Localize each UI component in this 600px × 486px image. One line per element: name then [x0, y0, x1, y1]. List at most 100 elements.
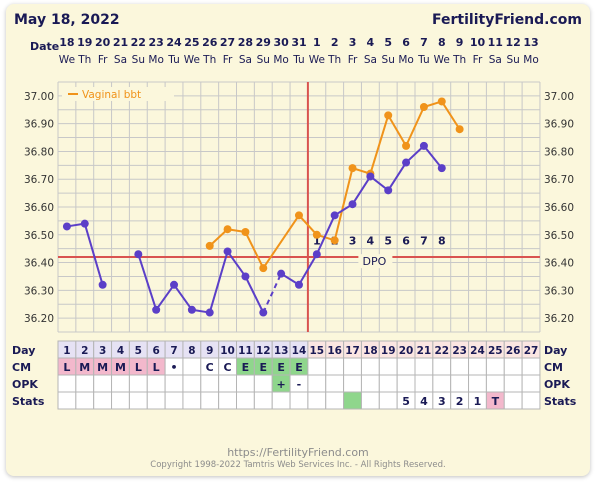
weekday-label: Su — [257, 54, 270, 66]
weekday-label: Fr — [473, 54, 483, 66]
cm-cell — [432, 357, 452, 376]
weekday-label: We — [59, 54, 75, 66]
dpo-number: 3 — [349, 235, 357, 248]
weekday-label: We — [434, 54, 450, 66]
opk-cell — [414, 374, 434, 393]
bbt-point — [205, 308, 214, 317]
day-value: 4 — [117, 345, 124, 357]
bbt-point — [312, 250, 321, 259]
dpo-label-bg — [358, 254, 393, 269]
date-label: 8 — [438, 36, 446, 49]
day-value: 20 — [399, 345, 414, 357]
vaginal-bbt-point — [384, 111, 393, 120]
day-value: 19 — [381, 345, 396, 357]
vaginal-bbt-point — [455, 125, 464, 134]
weekday-label: Tu — [417, 54, 429, 66]
y-tick-label-right: 37.00 — [544, 91, 574, 103]
row-label-cm-right: CM — [544, 361, 563, 374]
weekday-label: Fr — [98, 54, 108, 66]
opk-cell — [307, 374, 327, 393]
day-value: 27 — [524, 345, 539, 357]
bbt-point — [348, 200, 357, 209]
date-label: 6 — [402, 36, 410, 49]
vaginal-bbt-point — [259, 264, 268, 273]
bbt-point — [152, 305, 161, 314]
weekday-label: Fr — [223, 54, 233, 66]
opk-cell — [378, 374, 398, 393]
date-label: 22 — [131, 36, 146, 49]
footer-url[interactable]: https://FertilityFriend.com — [227, 446, 369, 459]
row-label-opk-left: OPK — [12, 378, 38, 391]
weekday-label: Sa — [239, 54, 252, 66]
weekday-label: Th — [452, 54, 466, 66]
footer-copyright: Copyright 1998-2022 Tamtris Web Services… — [150, 460, 446, 470]
row-label-stats-right: Stats — [544, 395, 577, 408]
opk-cell — [468, 374, 487, 393]
weekday-label: Sa — [114, 54, 127, 66]
y-tick-label-right: 36.30 — [544, 285, 574, 297]
date-label: 31 — [291, 36, 306, 49]
bbt-segment — [262, 273, 283, 313]
cm-value: C — [206, 361, 214, 374]
opk-cell — [325, 374, 345, 393]
row-label-day-right: Day — [544, 344, 567, 357]
weekday-label: Tu — [292, 54, 304, 66]
date-label: 21 — [113, 36, 128, 49]
opk-cell — [164, 374, 184, 393]
day-value: 2 — [81, 345, 88, 357]
bbt-segment — [208, 251, 229, 313]
day-value: 9 — [206, 345, 213, 357]
date-label: 19 — [77, 36, 92, 49]
opk-cell — [200, 374, 220, 393]
bbt-point — [384, 186, 393, 195]
vaginal-bbt-point — [348, 164, 357, 173]
opk-cell — [218, 374, 237, 393]
date-label: 5 — [384, 36, 392, 49]
weekday-label: Th — [202, 54, 216, 66]
dpo-number: 5 — [384, 235, 392, 248]
stats-value: 4 — [420, 395, 428, 408]
y-tick-label-left: 36.20 — [24, 313, 54, 325]
bbt-segment — [173, 284, 193, 311]
weekday-label: Fr — [348, 54, 358, 66]
y-tick-label-left: 37.00 — [24, 91, 54, 103]
chart-date: May 18, 2022 — [14, 12, 120, 28]
opk-cell — [253, 374, 273, 393]
vaginal-bbt-segment — [209, 228, 229, 247]
vaginal-bbt-segment — [333, 167, 354, 241]
bbt-point — [223, 247, 232, 256]
bbt-chart: Date 18 19 20 21 22 23 24 25 26 27 28 29 30 31 1 2 3 4 5 6 7 8… — [12, 36, 577, 410]
cm-value: L — [135, 361, 142, 374]
y-tick-label-right: 36.20 — [544, 313, 574, 325]
bbt-segment — [244, 276, 265, 313]
dpo-number: 1 — [313, 235, 321, 248]
opk-cell — [182, 374, 202, 393]
dpo-number: 4 — [367, 235, 375, 248]
bbt-point — [134, 250, 143, 259]
bbt-point — [80, 219, 89, 228]
day-value: 26 — [506, 345, 521, 357]
stats-cell — [271, 391, 291, 410]
site-name: FertilityFriend.com — [432, 12, 582, 28]
bbt-segment — [155, 284, 175, 311]
opk-value: - — [297, 378, 302, 391]
vaginal-bbt-segment — [244, 231, 265, 269]
vaginal-bbt-point — [223, 225, 232, 234]
day-value: 1 — [63, 345, 70, 357]
opk-cell — [93, 374, 113, 393]
bbt-segment — [405, 145, 425, 164]
date-label: 3 — [349, 36, 357, 49]
day-value: 8 — [188, 345, 195, 357]
bbt-segment — [298, 253, 318, 286]
bbt-point — [98, 280, 107, 289]
date-label: 20 — [95, 36, 111, 49]
bbt-point — [330, 211, 339, 220]
y-tick-label-right: 36.60 — [544, 202, 574, 214]
row-label-cm-left: CM — [12, 361, 31, 374]
opk-cell — [236, 374, 255, 393]
stats-cell — [343, 391, 362, 410]
weekday-label: Sa — [489, 54, 502, 66]
date-label: 24 — [166, 36, 182, 49]
opk-cell — [503, 374, 523, 393]
day-value: 25 — [488, 345, 503, 357]
